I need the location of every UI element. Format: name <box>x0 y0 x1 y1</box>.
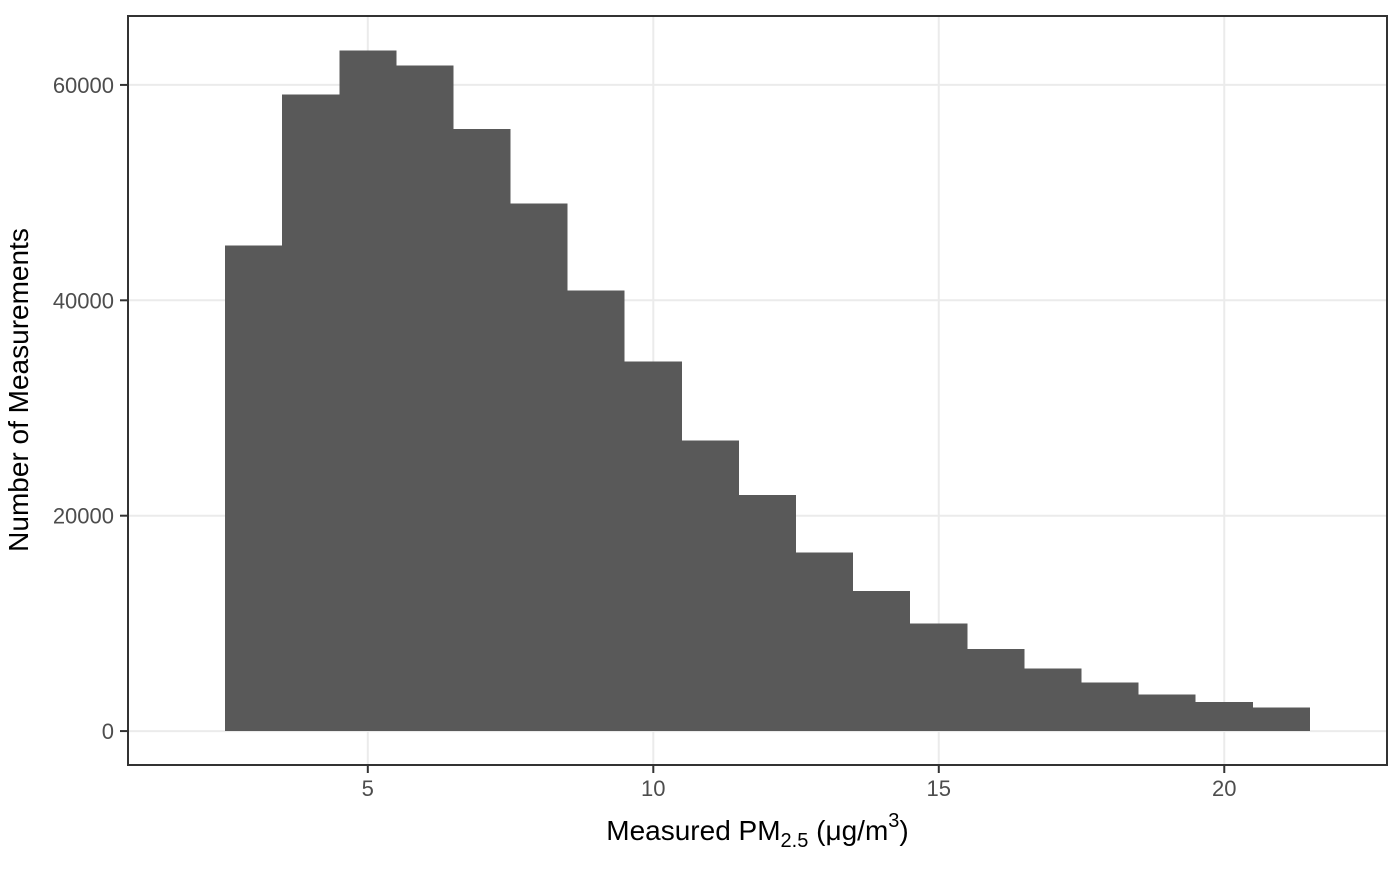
histogram-bar <box>510 203 568 732</box>
x-tick-label: 5 <box>362 776 374 801</box>
y-axis-title: Number of Measurements <box>3 228 34 552</box>
y-tick-label: 20000 <box>53 504 114 529</box>
histogram-bar <box>1252 707 1310 732</box>
panel-border <box>127 15 1388 766</box>
histogram-bar <box>1195 702 1253 732</box>
histogram-bar <box>1081 682 1139 732</box>
histogram-bar <box>396 65 454 732</box>
x-axis-title-text: Measured PM <box>606 815 780 846</box>
y-tick-label: 0 <box>102 719 114 744</box>
histogram-bar <box>339 50 397 732</box>
histogram-bar <box>453 129 511 732</box>
histogram-bar <box>624 361 682 732</box>
x-axis-title: Measured PM2.5 (μg/m3) <box>606 810 908 852</box>
axis-tick-marks <box>120 83 1226 773</box>
histogram-bar <box>282 94 340 732</box>
x-tick-label: 20 <box>1212 776 1236 801</box>
histogram-bar <box>567 290 625 732</box>
y-axis-tick-labels: 0 20000 40000 60000 <box>53 73 114 744</box>
histogram-bar <box>738 495 797 732</box>
x-axis-title-subscript: 2.5 <box>781 830 809 852</box>
histogram-bar <box>1024 668 1082 732</box>
x-axis-title-text: ) <box>899 815 908 846</box>
histogram-bars <box>225 50 1310 732</box>
histogram-bar <box>225 245 283 732</box>
y-tick-label: 40000 <box>53 288 114 313</box>
histogram-bar <box>853 591 911 732</box>
histogram-bar <box>910 623 968 732</box>
x-axis-tick-labels: 5 10 15 20 <box>362 776 1237 801</box>
histogram-bar <box>967 649 1025 732</box>
x-tick-label: 15 <box>927 776 951 801</box>
histogram-bar <box>796 552 854 732</box>
x-tick-label: 10 <box>641 776 665 801</box>
x-axis-title-text: (μg/m <box>808 815 888 846</box>
histogram-bar <box>1138 694 1196 732</box>
histogram-bar <box>681 440 739 732</box>
x-axis-title-supscript: 3 <box>888 810 899 832</box>
y-tick-label: 60000 <box>53 73 114 98</box>
